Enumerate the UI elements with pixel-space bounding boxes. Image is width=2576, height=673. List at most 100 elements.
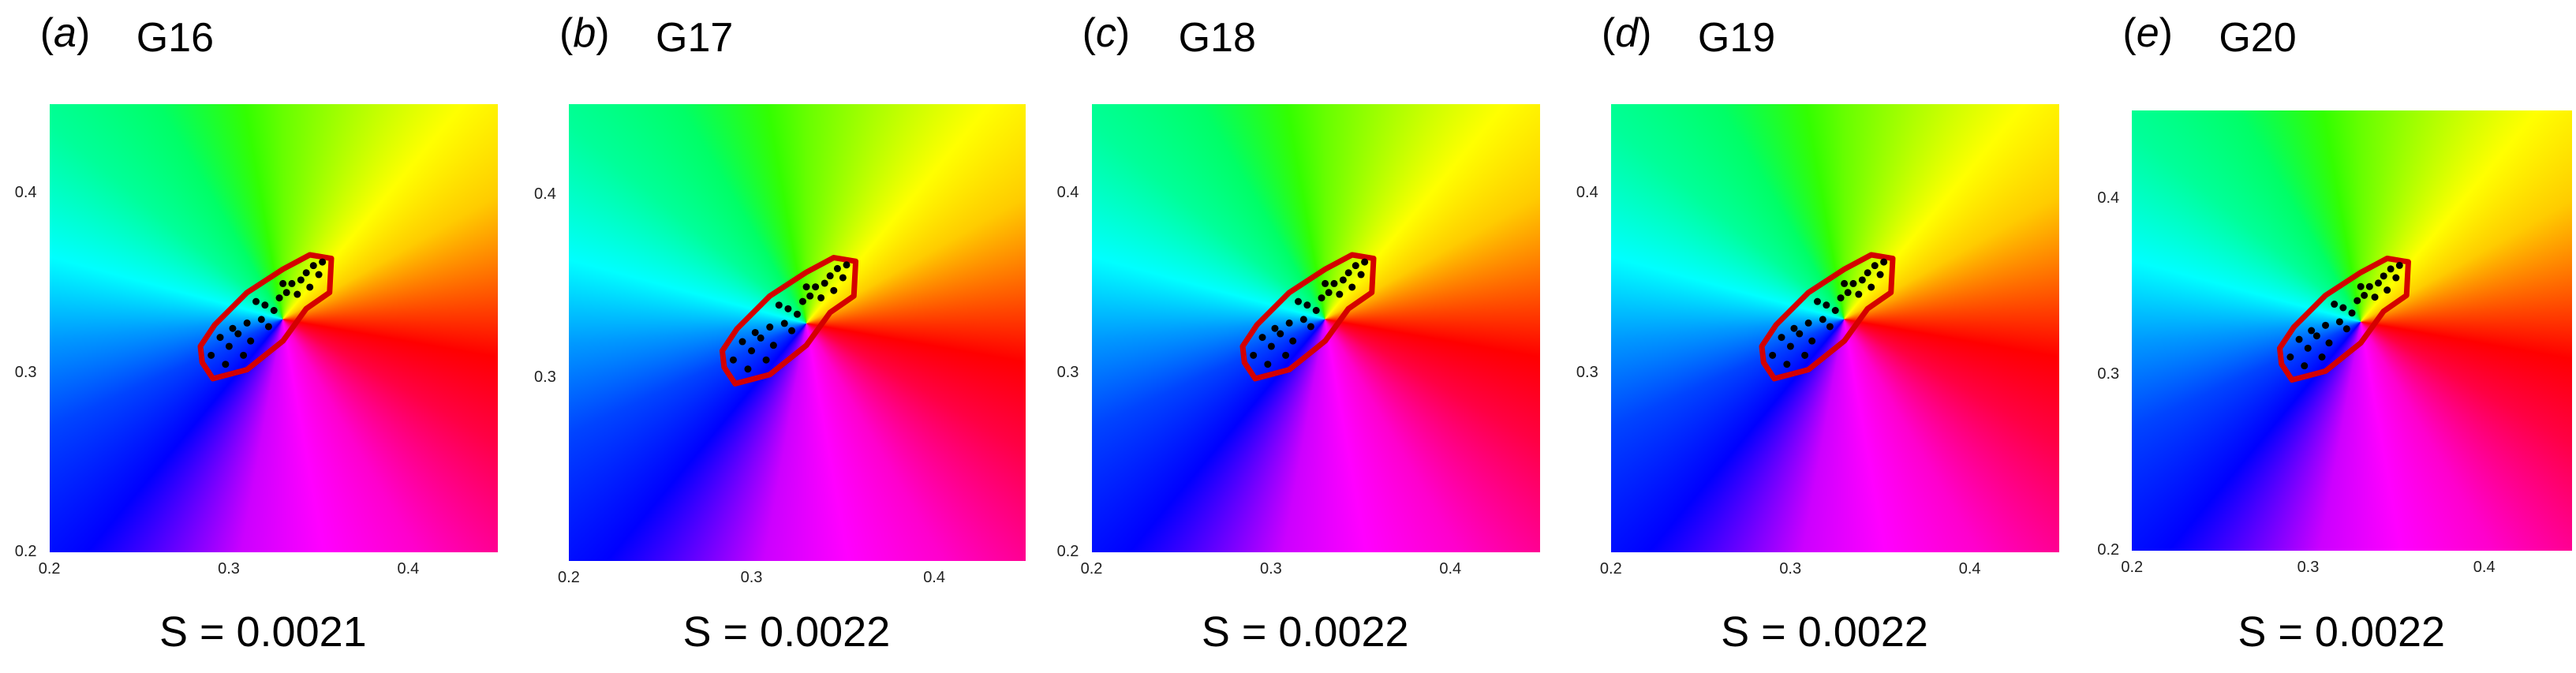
data-point <box>297 276 305 284</box>
data-point <box>1826 323 1834 331</box>
data-point <box>2392 274 2400 282</box>
data-point <box>302 268 310 276</box>
data-point <box>2375 279 2383 287</box>
x-tick-label: 0.4 <box>2473 559 2496 577</box>
data-point <box>1318 294 1325 301</box>
y-tick-label: 0.2 <box>1056 543 1079 561</box>
x-tick-label: 0.3 <box>2297 559 2320 577</box>
data-point <box>1348 283 1355 291</box>
data-point <box>282 288 290 296</box>
data-point <box>2396 261 2404 269</box>
data-point <box>1871 261 1879 269</box>
data-point <box>1849 279 1857 287</box>
data-point <box>833 264 841 272</box>
gamut-outline <box>1239 252 1377 382</box>
data-point <box>2357 282 2365 290</box>
gamut-outline <box>720 254 859 387</box>
data-point <box>216 333 224 341</box>
data-point <box>2366 282 2374 290</box>
chromaticity-background <box>2132 110 2573 551</box>
data-point <box>1819 316 1826 323</box>
data-point <box>729 356 737 364</box>
chart-panel-a: (a) G16 0.2 0.3 0.4 0.2 0.3 0.4 S = 0.0021 <box>0 0 499 673</box>
chart-panel-c: (c) G18 0.2 0.3 0.4 0.2 0.3 0.4 S = 0.0022 <box>1029 0 1541 673</box>
data-point <box>1858 276 1866 284</box>
chart-title: G18 <box>1178 15 1256 61</box>
data-point <box>1303 301 1310 308</box>
data-point <box>751 328 759 336</box>
data-point <box>2301 362 2309 370</box>
data-point <box>784 305 792 312</box>
data-point <box>1823 301 1830 308</box>
data-point <box>1288 337 1296 345</box>
x-tick-label: 0.3 <box>1259 560 1282 578</box>
data-point <box>748 346 756 354</box>
y-tick-label: 0.3 <box>1056 363 1079 381</box>
data-point <box>243 319 251 327</box>
x-tick-label: 0.3 <box>218 560 240 578</box>
x-tick-label: 0.4 <box>397 560 420 578</box>
data-point <box>1360 258 1368 266</box>
data-point <box>318 258 326 266</box>
data-point <box>1339 276 1347 284</box>
y-tick-label: 0.4 <box>534 185 556 204</box>
panel-label: (d) <box>1601 10 1652 56</box>
scatter-overlay <box>197 252 335 382</box>
data-point <box>806 292 814 300</box>
data-point <box>1258 333 1266 341</box>
data-point <box>817 294 825 301</box>
data-point <box>1294 297 1302 305</box>
data-point <box>1267 342 1275 350</box>
data-point <box>1335 290 1343 298</box>
data-point <box>2308 327 2316 335</box>
data-point <box>1813 297 1821 305</box>
data-point <box>2325 339 2333 347</box>
data-point <box>1344 268 1352 276</box>
data-point <box>1808 337 1816 345</box>
data-point <box>1271 324 1279 332</box>
panel-label: (e) <box>2122 10 2173 56</box>
panel-label: (a) <box>39 10 91 56</box>
panel-label: (c) <box>1082 10 1131 56</box>
data-point <box>1325 288 1333 296</box>
data-point <box>1880 258 1888 266</box>
chromaticity-background <box>1610 103 2060 553</box>
y-tick-label: 0.4 <box>1056 184 1079 202</box>
similarity-score: S = 0.0022 <box>1721 608 1928 656</box>
y-tick-label: 0.3 <box>2097 365 2120 383</box>
data-point <box>794 310 802 318</box>
x-tick-label: 0.3 <box>740 568 763 586</box>
data-point <box>2305 344 2312 352</box>
data-point <box>826 271 834 279</box>
data-point <box>261 301 269 308</box>
data-point <box>1790 324 1798 332</box>
data-point <box>821 279 828 287</box>
data-point <box>780 320 788 327</box>
x-tick-label: 0.2 <box>558 568 580 586</box>
data-point <box>798 297 806 305</box>
data-point <box>257 316 265 323</box>
data-point <box>239 351 247 359</box>
x-tick-label: 0.2 <box>1599 560 1622 578</box>
data-point <box>1855 290 1863 298</box>
y-tick-label: 0.4 <box>2097 189 2120 207</box>
data-point <box>2380 272 2388 280</box>
data-point <box>1276 330 1284 338</box>
data-point <box>2331 301 2339 308</box>
y-tick-label: 0.2 <box>2097 541 2120 559</box>
chart-title: G19 <box>1697 15 1776 61</box>
data-point <box>207 351 215 359</box>
chart-title: G17 <box>656 15 734 61</box>
data-point <box>1837 294 1845 301</box>
data-point <box>2339 304 2347 312</box>
data-point <box>229 324 237 332</box>
data-point <box>744 365 752 372</box>
data-point <box>270 306 278 314</box>
x-tick-label: 0.4 <box>923 568 945 586</box>
data-point <box>1769 351 1777 359</box>
y-tick-label: 0.3 <box>14 363 37 381</box>
data-point <box>839 274 847 282</box>
y-tick-label: 0.4 <box>14 184 37 202</box>
data-point <box>1281 351 1289 359</box>
data-point <box>1285 319 1293 327</box>
